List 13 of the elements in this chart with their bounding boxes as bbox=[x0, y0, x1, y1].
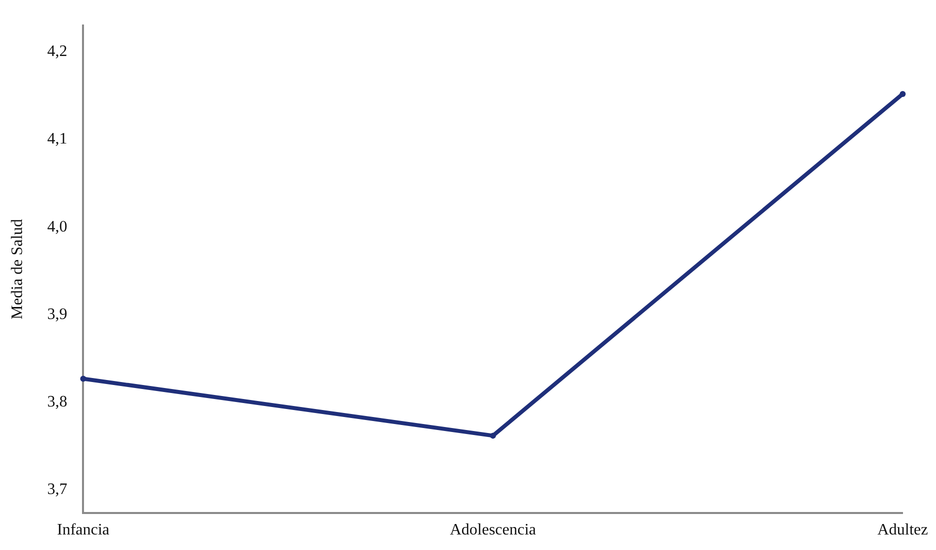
y-tick-label: 4,1 bbox=[47, 130, 68, 148]
x-tick-label: Infancia bbox=[56, 522, 110, 539]
y-tick-label: 4,2 bbox=[47, 43, 68, 60]
y-axis-title: Media de Salud bbox=[8, 218, 26, 320]
point bbox=[490, 432, 496, 439]
y-tick-label: 3,8 bbox=[47, 394, 68, 411]
point bbox=[900, 90, 906, 97]
y-tick-label: 3,9 bbox=[47, 306, 68, 323]
x-tick-label: Adultez bbox=[877, 522, 928, 539]
x-tick-label: Adolescencia bbox=[450, 522, 536, 539]
point bbox=[80, 376, 86, 382]
y-tick-label: 4,0 bbox=[47, 218, 68, 236]
y-tick-label: 3,7 bbox=[47, 481, 68, 498]
